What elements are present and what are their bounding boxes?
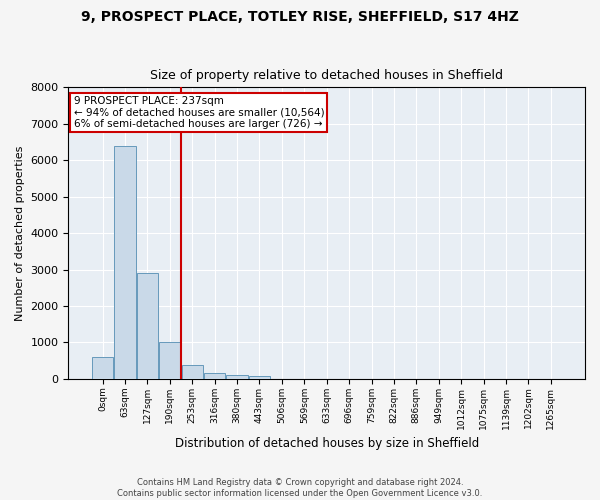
Bar bbox=[249, 376, 270, 379]
X-axis label: Distribution of detached houses by size in Sheffield: Distribution of detached houses by size … bbox=[175, 437, 479, 450]
Bar bbox=[182, 365, 203, 379]
Title: Size of property relative to detached houses in Sheffield: Size of property relative to detached ho… bbox=[150, 69, 503, 82]
Y-axis label: Number of detached properties: Number of detached properties bbox=[15, 146, 25, 321]
Bar bbox=[115, 146, 136, 379]
Bar bbox=[226, 376, 248, 379]
Bar bbox=[92, 357, 113, 379]
Bar bbox=[204, 374, 225, 379]
Text: 9 PROSPECT PLACE: 237sqm
← 94% of detached houses are smaller (10,564)
6% of sem: 9 PROSPECT PLACE: 237sqm ← 94% of detach… bbox=[74, 96, 324, 130]
Text: 9, PROSPECT PLACE, TOTLEY RISE, SHEFFIELD, S17 4HZ: 9, PROSPECT PLACE, TOTLEY RISE, SHEFFIEL… bbox=[81, 10, 519, 24]
Bar bbox=[137, 273, 158, 379]
Bar bbox=[159, 342, 181, 379]
Text: Contains HM Land Registry data © Crown copyright and database right 2024.
Contai: Contains HM Land Registry data © Crown c… bbox=[118, 478, 482, 498]
